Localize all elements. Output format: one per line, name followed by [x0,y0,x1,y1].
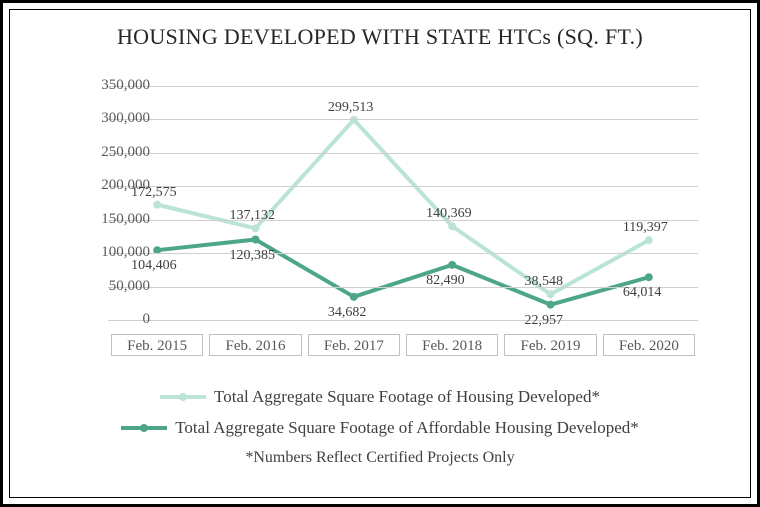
x-tick-label: Feb. 2017 [308,334,400,356]
chart-outer-frame: HOUSING DEVELOPED WITH STATE HTCs (SQ. F… [0,0,760,507]
series-marker [645,273,653,281]
legend-item-0: Total Aggregate Square Footage of Housin… [160,383,600,412]
chart-footnote: *Numbers Reflect Certified Projects Only [245,449,514,466]
x-tick-label: Feb. 2019 [504,334,596,356]
series-marker [350,293,358,301]
series-marker [448,261,456,269]
series-marker [153,201,161,209]
data-label: 172,575 [131,185,177,201]
grid-line [108,220,698,221]
legend-swatch-1 [121,426,167,430]
data-label: 137,132 [230,208,276,224]
x-axis: Feb. 2015 Feb. 2016 Feb. 2017 Feb. 2018 Feb.… [108,330,698,360]
legend: Total Aggregate Square Footage of Housin… [10,380,750,472]
grid-line [108,320,698,321]
chart-svg [108,86,698,320]
series-marker [645,236,653,244]
data-label: 82,490 [426,273,465,289]
y-tick-label: 150,000 [70,211,150,228]
chart-inner-frame: HOUSING DEVELOPED WITH STATE HTCs (SQ. F… [9,9,751,498]
series-marker [547,301,555,309]
data-label: 34,682 [328,305,367,321]
data-label: 299,513 [328,100,374,116]
series-line-0 [157,120,649,294]
grid-line [108,287,698,288]
grid-line [108,119,698,120]
grid-line [108,153,698,154]
y-tick-label: 350,000 [70,77,150,94]
x-tick-label: Feb. 2016 [209,334,301,356]
series-marker [448,222,456,230]
legend-label-1: Total Aggregate Square Footage of Afford… [175,414,639,443]
data-label: 120,385 [230,248,276,264]
legend-item-1: Total Aggregate Square Footage of Afford… [121,414,639,443]
y-tick-label: 50,000 [70,278,150,295]
data-label: 22,957 [525,313,564,329]
chart-title: HOUSING DEVELOPED WITH STATE HTCs (SQ. F… [10,24,750,50]
x-tick-label: Feb. 2020 [603,334,695,356]
grid-line [108,86,698,87]
series-marker [547,290,555,298]
series-marker [252,236,260,244]
data-label: 64,014 [623,285,662,301]
legend-label-0: Total Aggregate Square Footage of Housin… [214,383,600,412]
plot-area [108,86,698,320]
legend-swatch-0 [160,395,206,399]
y-tick-label: 300,000 [70,110,150,127]
y-tick-label: 0 [70,311,150,328]
x-tick-label: Feb. 2015 [111,334,203,356]
x-tick-label: Feb. 2018 [406,334,498,356]
data-label: 104,406 [131,258,177,274]
grid-line [108,253,698,254]
data-label: 38,548 [525,274,564,290]
data-label: 119,397 [623,220,668,236]
series-marker [252,224,260,232]
y-tick-label: 250,000 [70,144,150,161]
grid-line [108,186,698,187]
data-label: 140,369 [426,206,472,222]
